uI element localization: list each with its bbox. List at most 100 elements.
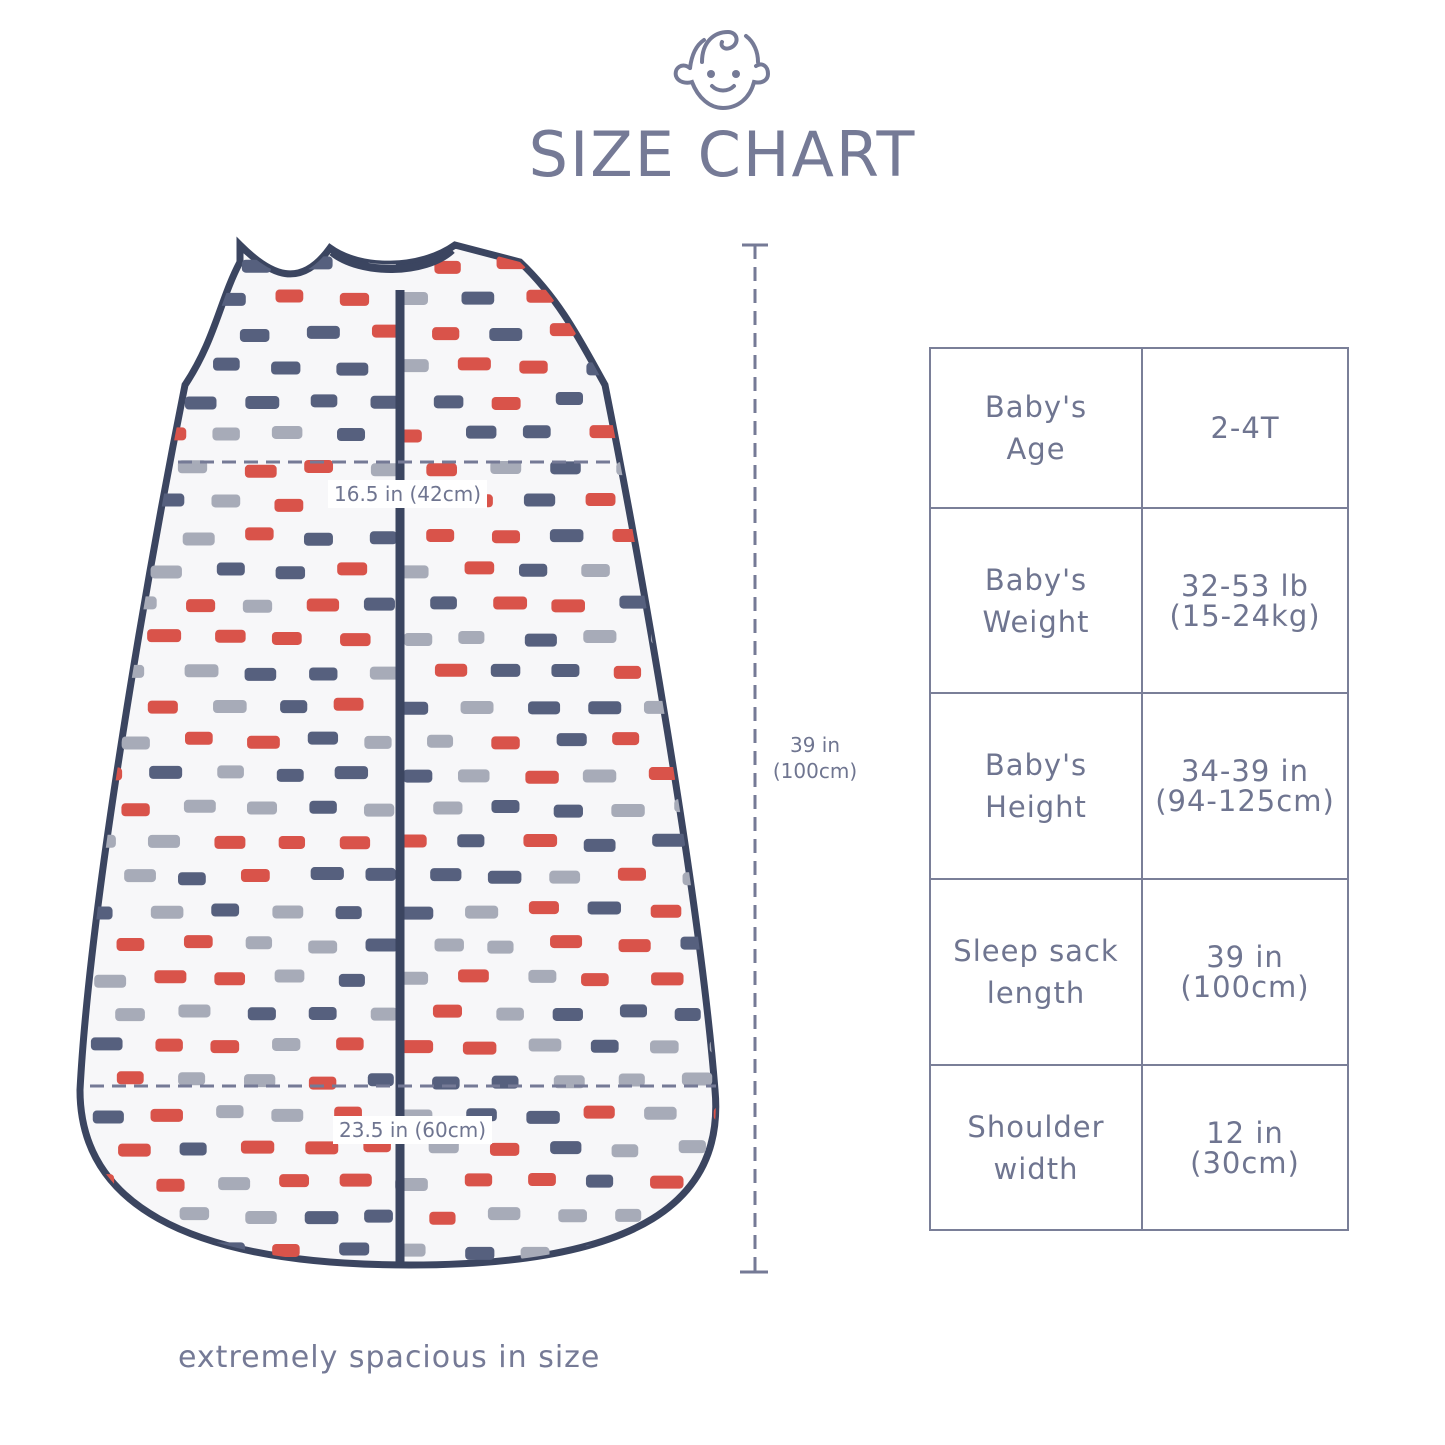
car-print: [339, 1242, 370, 1256]
car-print: [681, 1208, 712, 1222]
car-print: [338, 973, 365, 987]
car-print: [94, 974, 127, 988]
row-value: 39 in (100cm): [1141, 878, 1349, 1066]
car-print: [364, 735, 392, 749]
car-print: [116, 938, 145, 952]
row-label: Sleep sack length: [929, 878, 1143, 1066]
car-print: [398, 1243, 426, 1257]
car-print: [304, 1211, 339, 1225]
car-print: [308, 1076, 337, 1090]
car-print: [271, 1108, 304, 1122]
car-print: [240, 868, 270, 882]
car-print: [177, 460, 208, 474]
car-print: [487, 940, 514, 954]
size-table: Baby's Age 2-4T Baby's Weight 32-53 lb (15-2…: [929, 347, 1349, 1231]
row-value: 12 in (30cm): [1141, 1064, 1349, 1231]
car-print: [430, 596, 457, 610]
car-print: [493, 596, 528, 610]
car-print: [240, 1140, 275, 1154]
car-print: [465, 905, 499, 919]
car-print: [239, 328, 270, 342]
car-print: [308, 1006, 337, 1020]
car-print: [403, 632, 433, 646]
car-print: [682, 872, 713, 886]
car-print: [217, 765, 244, 779]
car-print: [427, 734, 454, 748]
car-print: [434, 260, 461, 274]
car-print: [619, 595, 649, 609]
car-print: [650, 904, 682, 918]
car-print: [707, 428, 716, 442]
car-print: [92, 498, 126, 512]
car-print: [714, 361, 716, 375]
car-print: [246, 801, 278, 815]
car-print: [396, 701, 429, 715]
car-print: [589, 425, 622, 439]
car-print: [618, 1073, 645, 1087]
car-print: [489, 1142, 520, 1156]
car-print: [556, 733, 587, 747]
car-print: [87, 358, 117, 372]
car-print: [218, 1177, 251, 1191]
car-print: [673, 393, 704, 407]
car-print: [643, 494, 671, 508]
car-print: [309, 667, 338, 681]
car-print: [615, 1208, 642, 1222]
car-print: [115, 1211, 144, 1225]
car-print: [123, 393, 158, 407]
length-inches: 39 in: [789, 733, 841, 757]
car-print: [152, 427, 187, 441]
car-print: [457, 769, 490, 783]
label-line: Shoulder: [967, 1109, 1105, 1144]
car-print: [674, 799, 702, 813]
car-print: [247, 1007, 276, 1021]
car-print: [707, 765, 716, 779]
car-print: [400, 906, 434, 920]
car-print: [552, 1007, 583, 1021]
value-line: 39 in: [1206, 940, 1284, 974]
car-print: [550, 935, 583, 949]
car-print: [612, 732, 640, 746]
car-print: [398, 834, 427, 848]
car-print: [615, 256, 650, 270]
car-print: [429, 1211, 456, 1225]
car-print: [155, 1038, 183, 1052]
car-print: [611, 803, 645, 817]
car-print: [646, 426, 675, 440]
car-print: [650, 1175, 684, 1189]
car-print: [583, 1105, 615, 1119]
car-print: [216, 1105, 244, 1119]
car-print: [678, 1140, 706, 1154]
car-print: [88, 1244, 116, 1258]
car-print: [675, 325, 703, 339]
car-print: [460, 700, 494, 714]
car-print: [708, 291, 716, 305]
car-print: [245, 395, 280, 409]
car-print: [178, 872, 206, 886]
car-print: [245, 1211, 277, 1225]
car-print: [336, 1037, 364, 1051]
car-print: [491, 396, 521, 410]
car-print: [555, 256, 587, 270]
car-print: [434, 938, 464, 952]
value-line: 2-4T: [1210, 411, 1280, 445]
car-print: [242, 599, 273, 613]
car-print: [707, 697, 716, 711]
car-print: [123, 532, 150, 546]
car-print: [551, 663, 580, 677]
row-label: Baby's Height: [929, 692, 1143, 880]
row-value: 32-53 lb (15-24kg): [1141, 507, 1349, 694]
value-line: 34-39 in: [1181, 754, 1309, 788]
car-print: [549, 529, 584, 543]
car-print: [522, 425, 551, 439]
length-cm: (100cm): [772, 759, 858, 783]
table-row: Baby's Height 34-39 in (94-125cm): [929, 692, 1349, 880]
car-print: [150, 565, 182, 579]
car-print: [210, 1040, 240, 1054]
car-print: [147, 629, 182, 643]
car-print: [458, 630, 485, 644]
car-print: [426, 528, 455, 542]
car-print: [211, 494, 241, 508]
car-print: [619, 323, 653, 337]
car-print: [213, 700, 247, 714]
